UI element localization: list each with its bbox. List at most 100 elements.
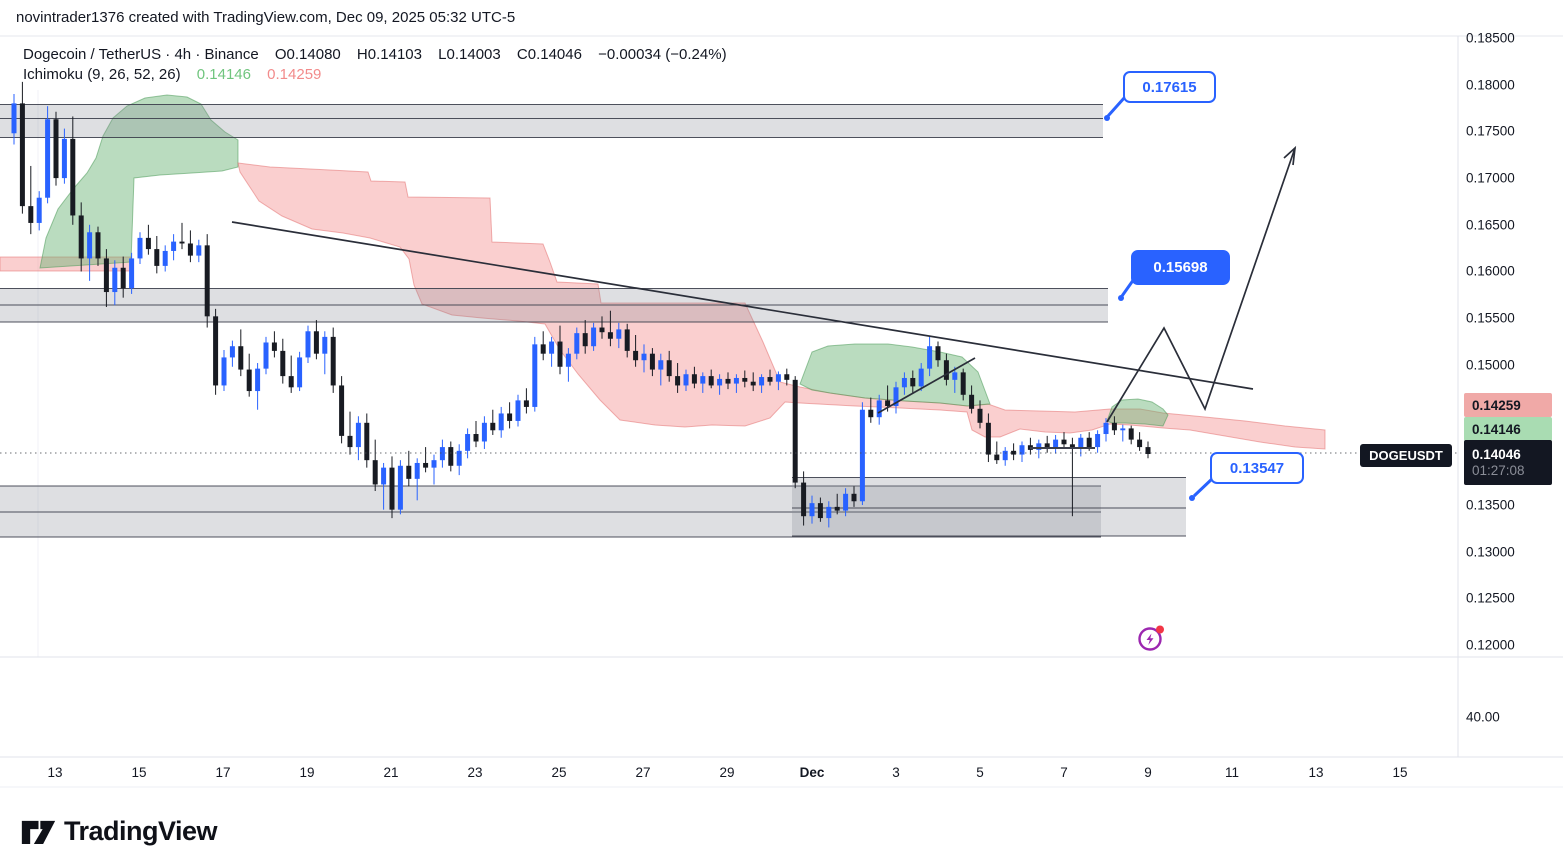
candle [498, 413, 504, 431]
candle [330, 336, 336, 386]
symbol-price-tag: DOGEUSDT [1360, 444, 1452, 467]
symbol-title[interactable]: Dogecoin / TetherUS · 4h · Binance [23, 46, 259, 63]
lightning-bolt-icon [1146, 633, 1154, 645]
time-axis-label-15: 15 [131, 765, 147, 780]
zigzag-projection-line[interactable] [1106, 147, 1296, 423]
candle [238, 346, 244, 370]
candle [120, 267, 126, 289]
candle [1036, 443, 1042, 450]
callout-tail-2 [1192, 476, 1215, 498]
callout-anchor-1[interactable] [1118, 295, 1124, 301]
time-axis-label-Dec: Dec [799, 765, 825, 780]
candle [649, 353, 655, 370]
candle [1044, 443, 1050, 448]
candle [1053, 439, 1059, 448]
time-axis-label-29: 29 [719, 765, 735, 780]
time-axis-label-17: 17 [215, 765, 231, 780]
candle [910, 377, 916, 387]
candle [11, 103, 17, 134]
candle [473, 434, 479, 442]
candle [826, 506, 832, 519]
candle [843, 493, 849, 511]
tenkan-price-label: 0.14146 [1464, 417, 1552, 441]
kijun-price-label: 0.14259 [1464, 393, 1552, 417]
candle [658, 360, 664, 370]
candle [540, 344, 546, 354]
candle [87, 232, 93, 259]
price-axis-label-0.12000: 0.12000 [1466, 637, 1515, 653]
candle [322, 336, 328, 354]
candle [280, 350, 286, 377]
candle [532, 344, 538, 407]
last-price-value: 0.14046 [1472, 446, 1521, 462]
candle [19, 103, 25, 207]
candle [834, 506, 840, 511]
time-axis-label-9: 9 [1144, 765, 1152, 780]
candle [154, 249, 160, 266]
candle [28, 206, 34, 223]
ohlc-high: H0.14103 [356, 46, 422, 63]
tradingview-logo-text: TradingView [64, 815, 218, 846]
candle [448, 447, 454, 466]
time-axis-label-13: 13 [47, 765, 63, 780]
ichimoku-cloud-green-3 [799, 343, 991, 407]
zone-fill-3[interactable] [792, 477, 1186, 537]
candle [624, 329, 630, 351]
candle [1103, 422, 1109, 435]
indicator-name[interactable]: Ichimoku (9, 26, 52, 26) [23, 66, 181, 83]
price-callout-15698[interactable]: 0.15698 [1131, 250, 1230, 285]
time-axis-label-13: 13 [1308, 765, 1324, 780]
candle [1137, 439, 1143, 448]
last-price-tag: 0.14046 01:27:08 [1464, 440, 1552, 485]
candle [490, 422, 496, 431]
candle [960, 372, 966, 395]
candle [591, 327, 597, 347]
price-callout-17615[interactable]: 0.17615 [1123, 71, 1216, 103]
flash-circle [1138, 627, 1162, 651]
candle [507, 413, 513, 421]
candle [213, 316, 219, 386]
trendline-1[interactable] [877, 357, 976, 414]
candle [574, 333, 580, 354]
candle [767, 377, 773, 382]
candle [406, 465, 412, 479]
candle [171, 241, 177, 251]
candle [61, 138, 67, 179]
price-callout-13547[interactable]: 0.13547 [1210, 452, 1304, 484]
candle [775, 374, 781, 382]
ohlc-close: C0.14046 [516, 46, 582, 63]
candle [901, 377, 907, 388]
candle [817, 503, 823, 519]
candle [70, 138, 76, 216]
callout-anchor-2[interactable] [1189, 495, 1195, 501]
candle [557, 341, 563, 367]
candle [893, 387, 899, 406]
candle [162, 250, 168, 266]
candle [515, 400, 521, 421]
zone-fill-0[interactable] [0, 104, 1103, 138]
candle [969, 394, 975, 409]
candle [859, 409, 865, 502]
candle [599, 327, 605, 333]
candle [1120, 428, 1126, 431]
ohlc-change: −0.00034 (−0.24%) [598, 46, 727, 63]
trendline-0[interactable] [231, 221, 1254, 390]
candle [179, 241, 185, 244]
symbol-legend-row: Dogecoin / TetherUS · 4h · Binance O0.14… [23, 45, 739, 65]
candle [1002, 450, 1008, 461]
candle [1095, 434, 1101, 448]
ohlc-low: L0.14003 [438, 46, 501, 63]
price-axis-label-0.15000: 0.15000 [1466, 357, 1515, 373]
tradingview-logo[interactable]: TradingView [20, 814, 218, 848]
attribution-text: novintrader1376 created with TradingView… [16, 9, 516, 26]
candle [229, 346, 235, 358]
candle [918, 368, 924, 387]
candle [582, 333, 588, 347]
flash-publish-icon[interactable] [1136, 624, 1166, 659]
candle [313, 331, 319, 354]
candle [733, 377, 739, 384]
callout-anchor-0[interactable] [1104, 115, 1110, 121]
candle [339, 385, 345, 436]
candle [355, 422, 361, 448]
